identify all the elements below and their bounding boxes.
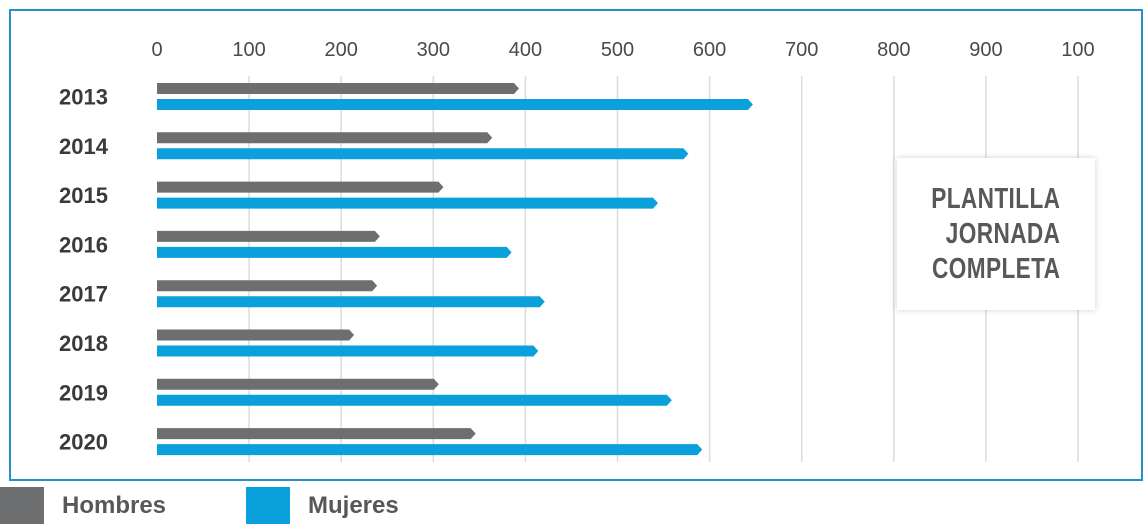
- x-tick-label: 0: [151, 39, 162, 61]
- bar-mujeres-2014: [157, 148, 689, 160]
- category-label: 2016: [59, 232, 108, 257]
- x-tick-label: 400: [509, 39, 542, 61]
- legend-label-mujeres: Mujeres: [308, 491, 399, 519]
- x-tick-label: 800: [877, 39, 910, 61]
- category-label: 2013: [59, 85, 108, 110]
- bar-hombres-2015: [157, 181, 444, 193]
- x-axis-tick-labels: 0 100 200 300 400 500 600 700 800 900 100: [151, 39, 1094, 61]
- chart-title-line-3: COMPLETA: [932, 252, 1061, 285]
- x-tick-label: 100: [232, 39, 265, 61]
- chart-title-line-1: PLANTILLA: [931, 182, 1061, 215]
- legend-item-hombres: Hombres: [0, 487, 166, 524]
- bar-hombres-2014: [157, 132, 493, 144]
- x-tick-label: 700: [785, 39, 818, 61]
- chart-title: PLANTILLA JORNADA COMPLETA: [931, 182, 1060, 287]
- bars: [157, 83, 753, 456]
- chart-title-box: PLANTILLA JORNADA COMPLETA: [897, 158, 1095, 310]
- bar-mujeres-2019: [157, 394, 672, 406]
- category-label: 2014: [59, 134, 109, 159]
- category-label: 2018: [59, 331, 108, 356]
- bar-mujeres-2016: [157, 246, 512, 258]
- category-label: 2019: [59, 380, 108, 405]
- bar-hombres-2019: [157, 378, 439, 390]
- bar-hombres-2018: [157, 329, 355, 341]
- x-tick-label: 200: [325, 39, 358, 61]
- legend-swatch-hombres: [0, 487, 44, 524]
- legend: Hombres Mujeres: [0, 487, 1145, 524]
- category-label: 2015: [59, 183, 108, 208]
- x-tick-label: 300: [417, 39, 450, 61]
- bar-mujeres-2018: [157, 345, 539, 357]
- x-tick-label: 500: [601, 39, 634, 61]
- bar-mujeres-2013: [157, 99, 753, 110]
- y-axis-category-labels: 2013 2014 2015 2016 2017 2018 2019 2020: [59, 85, 109, 455]
- x-tick-label: 600: [693, 39, 726, 61]
- chart-title-line-2: JORNADA: [945, 217, 1061, 250]
- legend-item-mujeres: Mujeres: [246, 487, 399, 524]
- x-tick-label: 100: [1061, 39, 1094, 61]
- legend-label-hombres: Hombres: [62, 491, 167, 519]
- bar-chart: 0 100 200 300 400 500 600 700 800 900 100 2013 2014…: [59, 39, 1095, 462]
- legend-swatch-mujeres: [246, 487, 290, 524]
- bar-hombres-2020: [157, 428, 476, 440]
- category-label: 2017: [59, 282, 108, 307]
- bar-mujeres-2020: [157, 444, 703, 456]
- bar-hombres-2013: [157, 83, 519, 94]
- bar-hombres-2016: [157, 230, 380, 242]
- bar-hombres-2017: [157, 280, 378, 292]
- category-label: 2020: [59, 430, 108, 455]
- x-tick-label: 900: [969, 39, 1002, 61]
- bar-mujeres-2017: [157, 296, 545, 308]
- bar-mujeres-2015: [157, 197, 659, 209]
